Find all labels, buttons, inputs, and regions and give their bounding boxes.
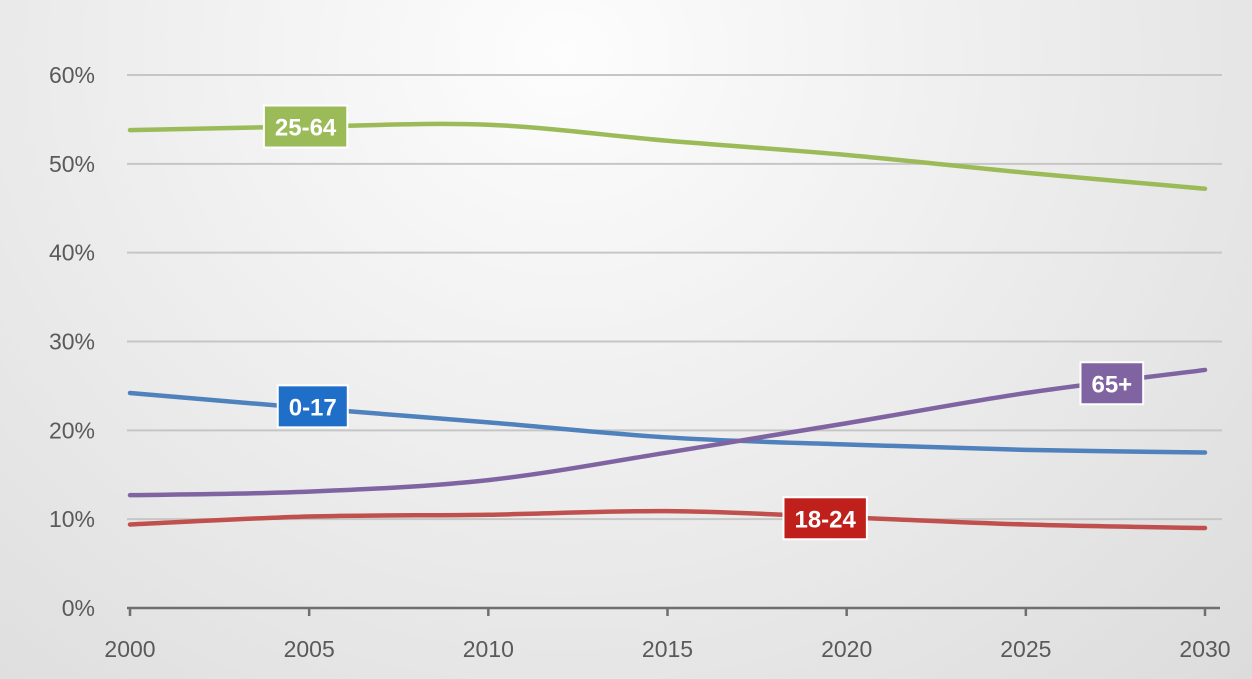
series-tag-017: 0-17	[278, 385, 348, 427]
x-tick-label: 2010	[463, 636, 514, 662]
y-tick-label: 0%	[62, 595, 95, 621]
series-tag-label: 25-64	[275, 115, 337, 142]
y-tick-label: 50%	[49, 151, 95, 177]
series-tag-label: 0-17	[289, 394, 337, 421]
y-tick-label: 40%	[49, 240, 95, 266]
series-lines	[130, 124, 1205, 528]
x-tick-label: 2015	[642, 636, 693, 662]
x-tick-label: 2025	[1000, 636, 1051, 662]
y-tick-label: 60%	[49, 62, 95, 88]
axes: 0% 10% 20% 30% 40% 50% 60% 2000 2005 2010 2015 2020…	[49, 62, 1231, 662]
series-tag-label: 18-24	[794, 506, 856, 533]
y-tick-label: 30%	[49, 329, 95, 355]
x-tick-label: 2020	[821, 636, 872, 662]
series-tag-65: 65+	[1080, 362, 1143, 404]
y-tick-label: 20%	[49, 417, 95, 443]
y-tick-label: 10%	[49, 506, 95, 532]
series-tag-2564: 25-64	[264, 106, 347, 148]
series-tag-1824: 18-24	[783, 497, 866, 539]
x-tick-label: 2000	[104, 636, 155, 662]
x-tick-label: 2030	[1179, 636, 1230, 662]
series-tag-label: 65+	[1091, 371, 1132, 398]
x-tick-label: 2005	[284, 636, 335, 662]
